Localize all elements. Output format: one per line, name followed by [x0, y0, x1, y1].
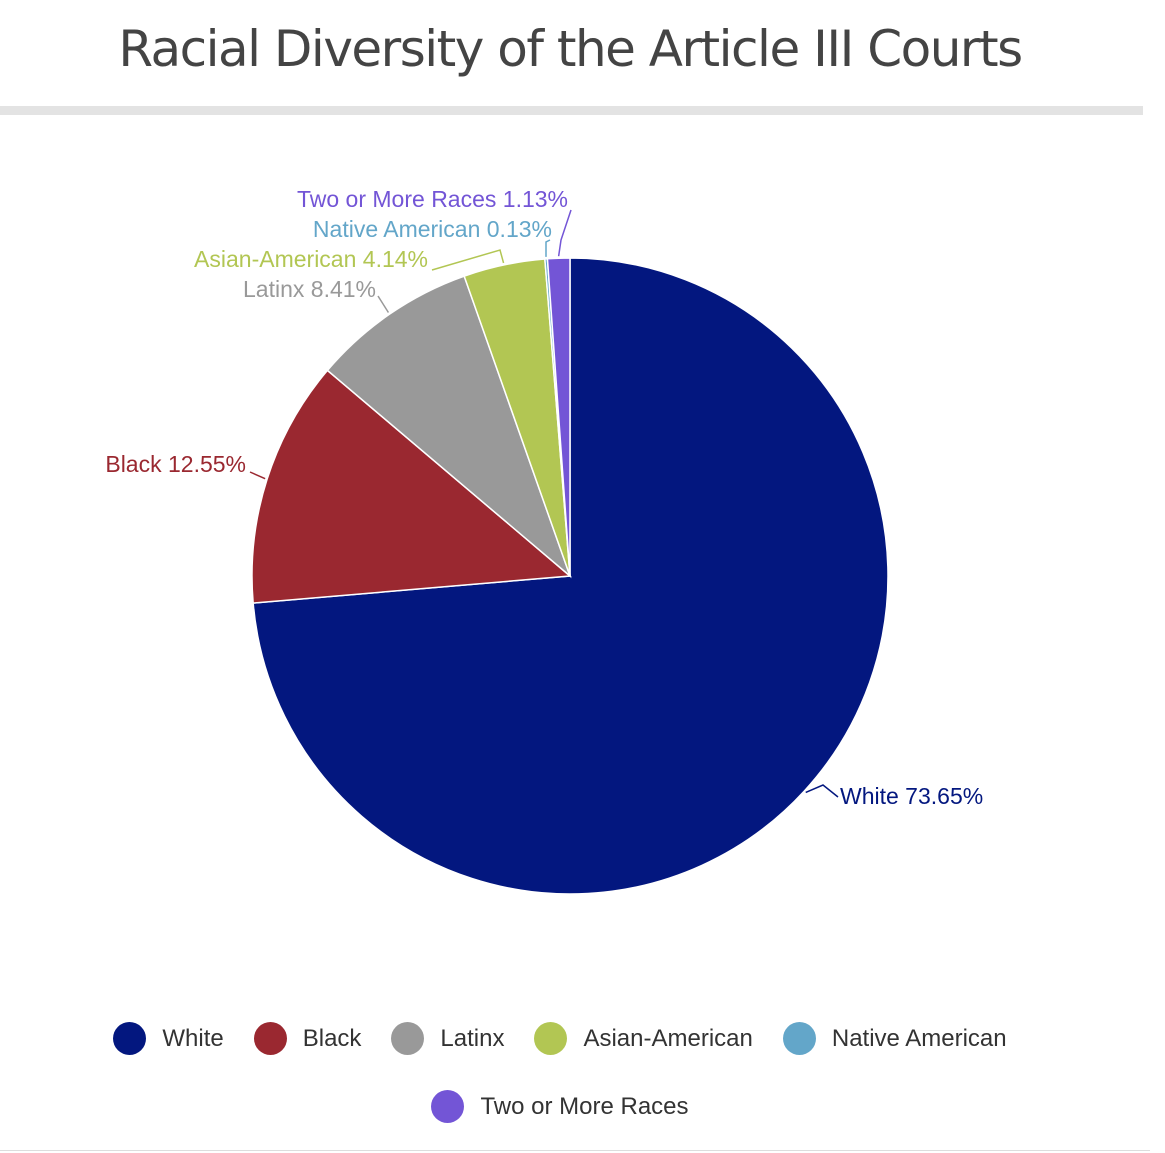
legend-row-1: White Black Latinx Asian-American Native Ame… — [0, 1022, 1120, 1055]
pie-slice-black[interactable] — [251, 369, 572, 604]
legend-label-white: White — [162, 1024, 224, 1052]
leader-line-native-american — [545, 239, 551, 257]
data-label-latinx: Latinx 8.41% — [243, 276, 376, 302]
legend-swatch-latinx — [391, 1022, 425, 1055]
leader-line-black — [249, 471, 266, 480]
data-label-black: Black 12.55% — [105, 451, 246, 477]
legend-row-2: Two or More Races — [0, 1090, 1120, 1123]
legend-label-latinx: Latinx — [440, 1024, 505, 1052]
pie-slice-two-or-more-races[interactable] — [546, 257, 571, 577]
bottom-divider — [0, 1150, 1150, 1151]
data-label-two-or-more-races: Two or More Races 1.13% — [297, 186, 568, 212]
leader-line-latinx — [377, 295, 390, 313]
pie-chart: White 73.65% Black 12.55% Latinx 8.41% Asia… — [105, 186, 983, 895]
legend-swatch-white — [113, 1022, 147, 1055]
data-label-native-american: Native American 0.13% — [313, 216, 552, 242]
chart-title: Racial Diversity of the Article III Cour… — [118, 20, 1023, 78]
legend-item-black[interactable]: Black — [253, 1022, 362, 1055]
pie-slice-latinx[interactable] — [326, 275, 572, 579]
legend-swatch-black — [253, 1022, 287, 1055]
legend-item-asian-american[interactable]: Asian-American — [534, 1022, 753, 1055]
leader-line-asian-american — [431, 249, 505, 271]
legend-item-two-or-more-races[interactable]: Two or More Races — [431, 1090, 689, 1123]
leader-line-two-or-more-races — [557, 209, 572, 257]
legend-item-latinx[interactable]: Latinx — [391, 1022, 504, 1055]
legend-item-native-american[interactable]: Native American — [782, 1022, 1007, 1055]
title-divider — [0, 106, 1143, 115]
legend-swatch-native-american — [782, 1022, 816, 1055]
legend-item-white[interactable]: White — [113, 1022, 224, 1055]
legend-label-native-american: Native American — [831, 1024, 1007, 1052]
legend-swatch-two-or-more-races — [431, 1090, 465, 1123]
legend-label-two-or-more-races: Two or More Races — [480, 1092, 689, 1120]
legend-label-black: Black — [302, 1024, 362, 1052]
leader-line-white — [805, 784, 839, 798]
legend-label-asian-american: Asian-American — [583, 1024, 753, 1052]
data-label-white: White 73.65% — [840, 783, 983, 809]
legend-swatch-asian-american — [534, 1022, 568, 1055]
data-label-asian-american: Asian-American 4.14% — [194, 246, 428, 272]
